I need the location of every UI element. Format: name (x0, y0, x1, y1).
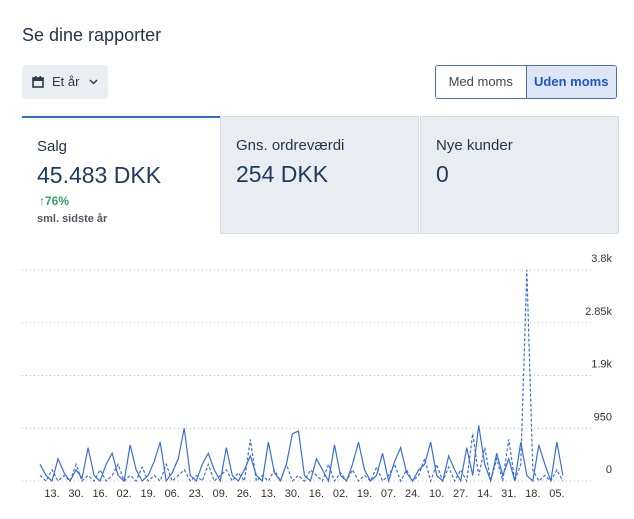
x-tick-label: 07. (381, 488, 396, 500)
period-label: Et år (52, 74, 80, 89)
series-line (39, 425, 564, 484)
kpi-value: 45.483 DKK (37, 162, 162, 188)
kpi-label: Salg (37, 138, 68, 155)
x-tick-label: 14. (477, 488, 492, 500)
kpi-note: sml. sidste år (37, 213, 108, 225)
x-tick-label: 30. (285, 488, 300, 500)
x-tick-label: 06. (165, 488, 180, 500)
x-tick-label: 18. (525, 488, 540, 500)
x-tick-label: 27. (453, 488, 468, 500)
y-tick-label: 1.9k (591, 359, 612, 371)
x-tick-label: 13. (44, 488, 59, 500)
period-button[interactable]: Et år (22, 65, 108, 99)
kpi-value: 0 (436, 161, 449, 187)
x-tick-label: 16. (92, 488, 107, 500)
x-tick-label: 31. (501, 488, 516, 500)
y-tick-label: 950 (594, 411, 612, 423)
x-tick-label: 05. (549, 488, 564, 500)
x-tick-label: 13. (261, 488, 276, 500)
y-tick-label: 3.8k (591, 253, 612, 265)
calendar-icon (32, 76, 44, 88)
kpi-card[interactable]: Nye kunder 0 (420, 116, 619, 234)
kpi-label: Gns. ordreværdi (236, 137, 345, 154)
kpi-change: ↑76% (39, 194, 70, 208)
chevron (89, 79, 98, 85)
page-title: Se dine rapporter (22, 25, 162, 45)
x-tick-label: 26. (237, 488, 252, 500)
y-tick-label: 2.85k (585, 306, 612, 318)
y-tick-label: 0 (606, 464, 612, 476)
kpi-value: 254 DKK (236, 161, 329, 187)
toggle-option[interactable]: Med moms (436, 66, 527, 98)
vat-toggle: Med moms Uden moms (435, 65, 617, 99)
kpi-label: Nye kunder (436, 137, 513, 154)
x-tick-label: 24. (405, 488, 420, 500)
x-tick-label: 10. (429, 488, 444, 500)
kpi-change-value: 76% (45, 194, 70, 208)
toggle-option[interactable]: Uden moms (526, 66, 616, 98)
chart: 0 950 1.9k 2.85k 3.8k 13. 30. 16. 02. 19. 06. 23. 09… (22, 253, 612, 500)
kpi-card[interactable]: Gns. ordreværdi 254 DKK (220, 116, 419, 234)
x-tick-label: 09. (213, 488, 228, 500)
series-line (39, 269, 564, 483)
x-tick-label: 02. (116, 488, 131, 500)
x-tick-label: 19. (357, 488, 372, 500)
kpi-card[interactable]: Salg 45.483 DKK ↑76% sml. sidste år (22, 116, 220, 234)
x-tick-label: 16. (309, 488, 324, 500)
x-tick-label: 23. (189, 488, 204, 500)
x-tick-label: 02. (333, 488, 348, 500)
x-tick-label: 30. (68, 488, 83, 500)
x-tick-label: 19. (141, 488, 156, 500)
